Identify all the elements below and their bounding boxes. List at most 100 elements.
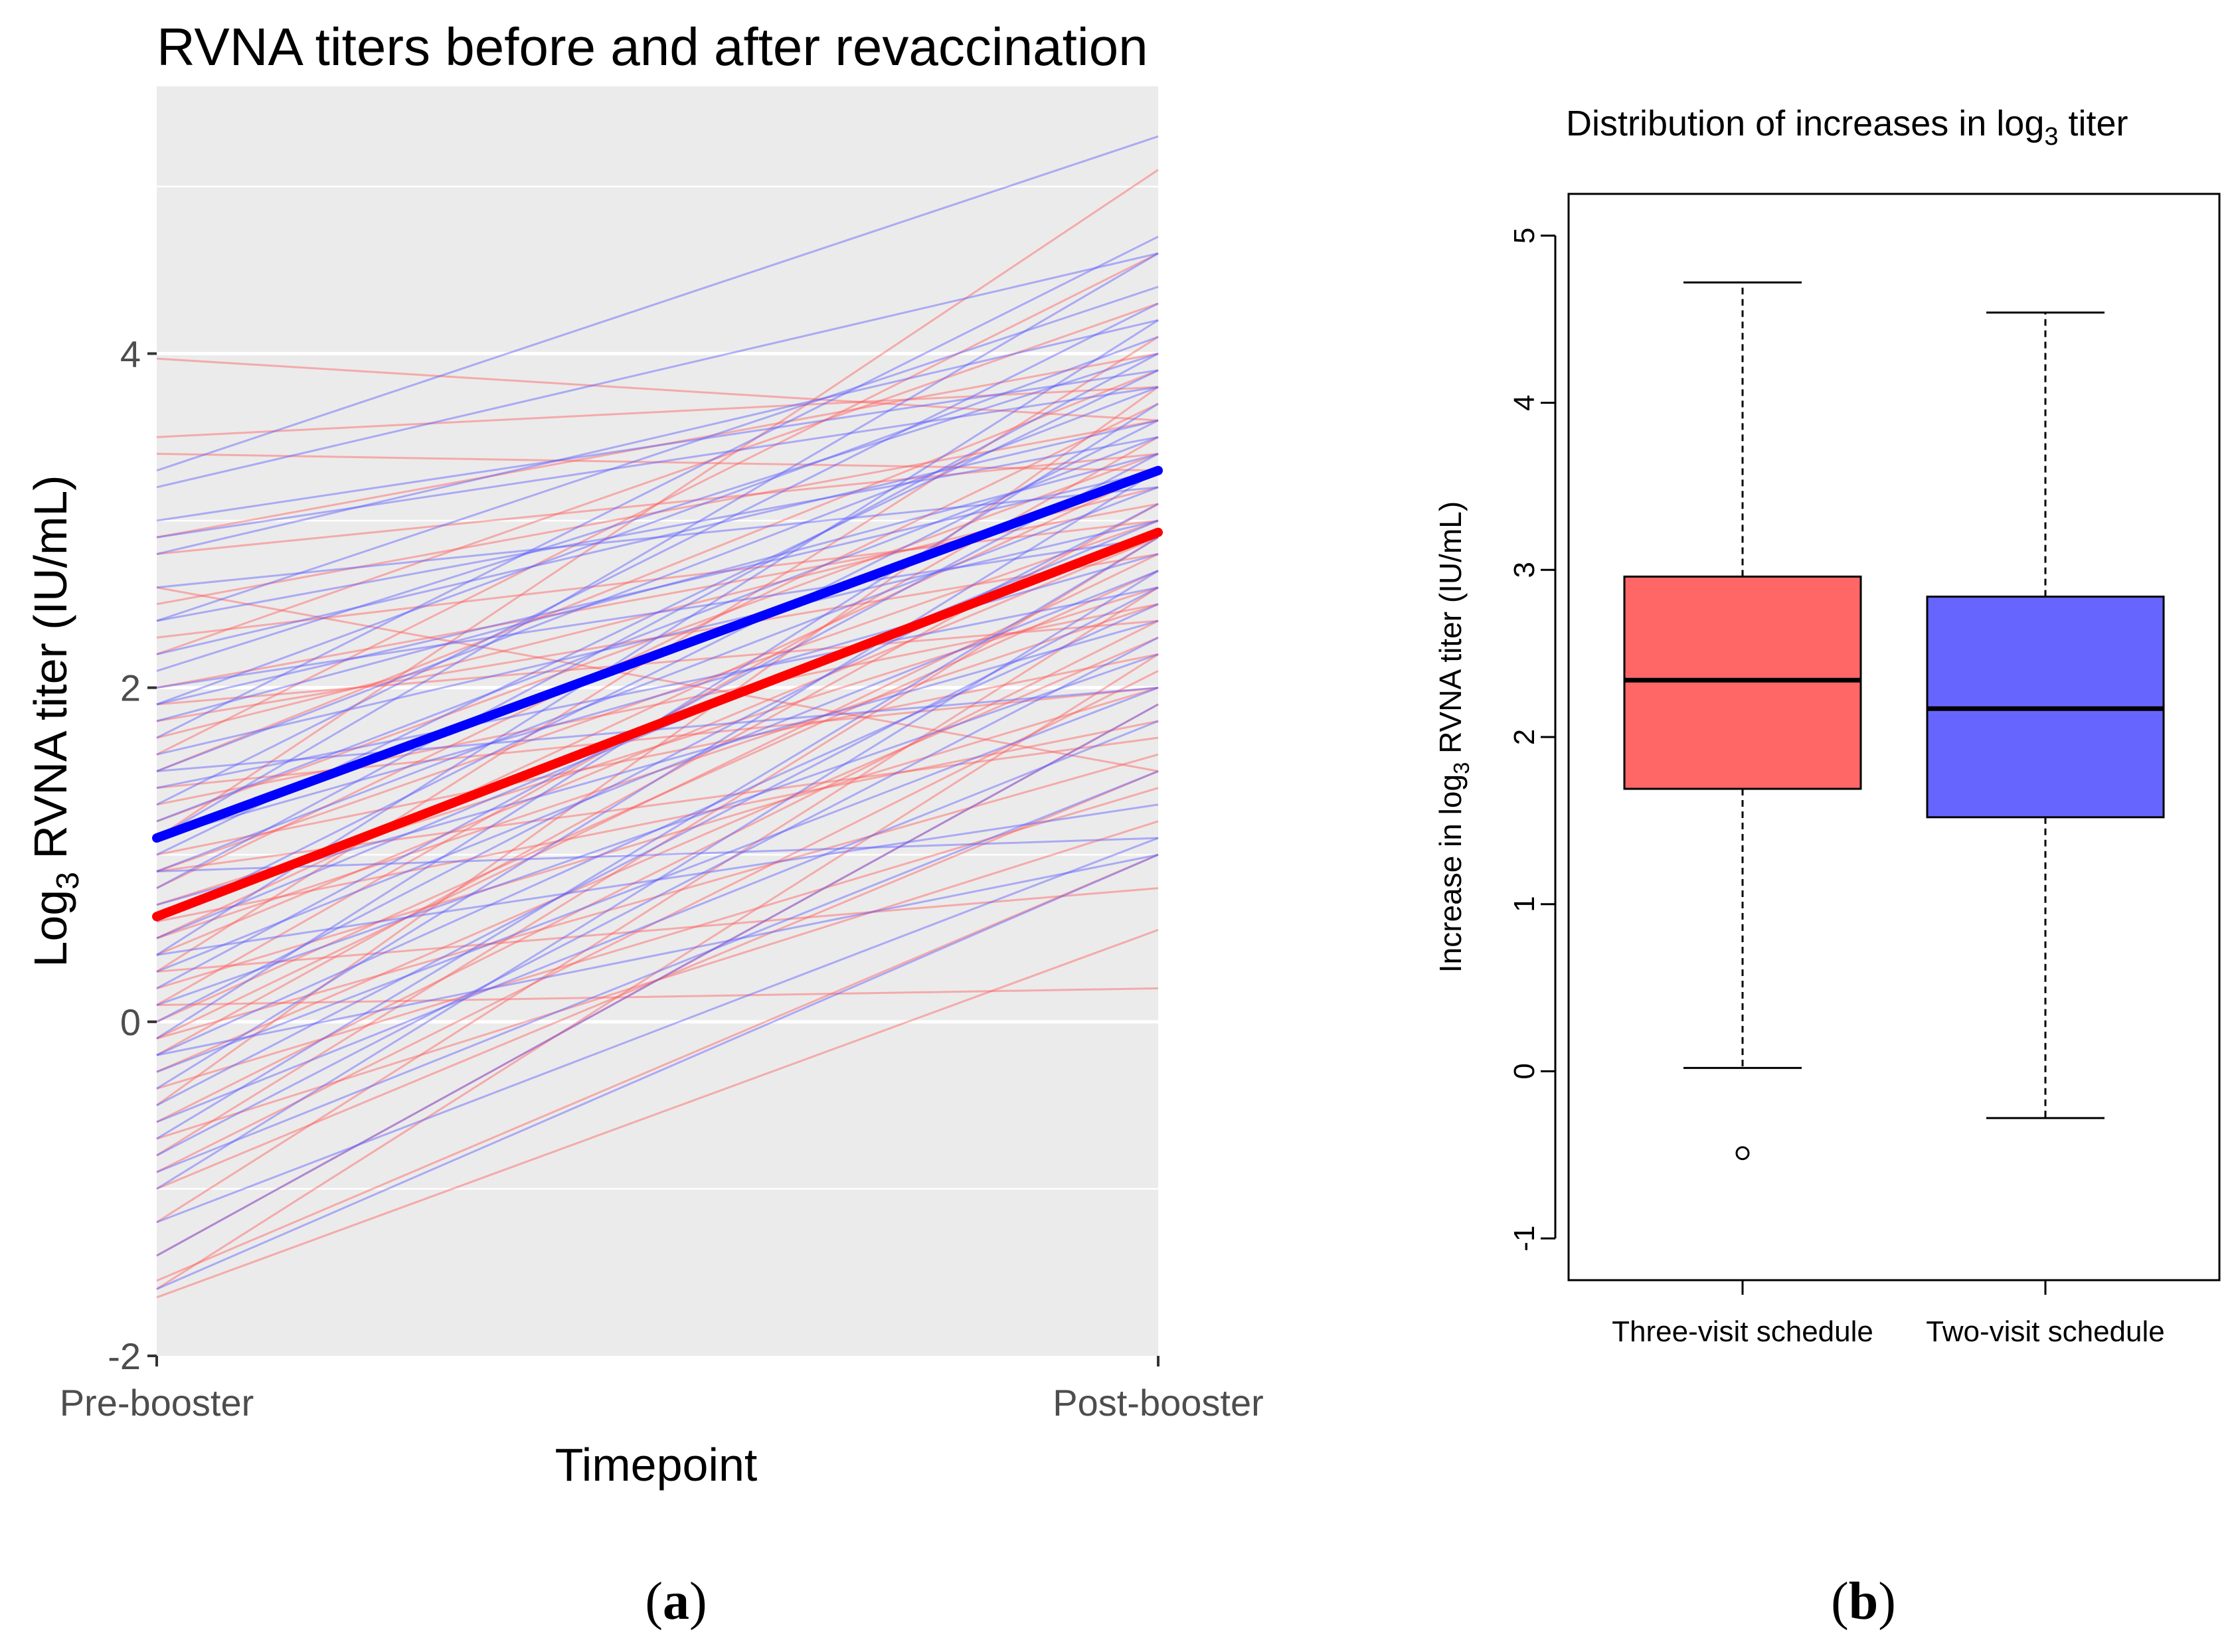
individual-line-blue xyxy=(156,453,1159,722)
individual-line-red xyxy=(156,536,1159,956)
individual-line-blue xyxy=(156,386,1159,538)
individual-line-blue xyxy=(156,853,1159,1056)
individual-line-red xyxy=(156,386,1159,1106)
individual-line-red xyxy=(156,620,1159,706)
individual-line-red xyxy=(156,452,1159,472)
individual-line-red xyxy=(156,687,1159,989)
individual-line-red xyxy=(156,603,1159,806)
individual-line-red xyxy=(156,853,1159,1282)
individual-line-red xyxy=(156,753,1159,1040)
individual-line-red xyxy=(156,570,1159,1023)
individual-line-blue xyxy=(156,486,1159,872)
individual-line-red xyxy=(156,887,1159,973)
individual-line-red xyxy=(156,252,1159,756)
box-two-visit xyxy=(1926,311,2165,1119)
panel-b-axes: -1 0 1 2 3 4 5 Three-visit schedule Two-visit sc… xyxy=(1508,228,2165,1348)
y-tick-label: -2 xyxy=(108,1335,141,1377)
individual-line-red xyxy=(156,519,1159,872)
individual-line-blue xyxy=(156,636,1159,1157)
individual-line-red xyxy=(156,402,1159,889)
individual-line-red xyxy=(156,687,1159,789)
individual-line-blue xyxy=(156,687,1159,1073)
mean-line-two-visit xyxy=(152,465,1163,843)
individual-line-red xyxy=(156,603,1159,940)
individual-line-blue xyxy=(156,319,1159,555)
x-tick-label: Two-visit schedule xyxy=(1926,1315,2164,1348)
individual-line-red xyxy=(156,553,1159,1040)
individual-line-blue xyxy=(156,236,1159,739)
individual-line-blue xyxy=(156,703,1159,1257)
panel-a-gridlines xyxy=(157,185,1158,1190)
panel-a-x-axis-title: Timepoint xyxy=(555,1439,758,1491)
individual-line-blue xyxy=(156,419,1159,655)
individual-line-red xyxy=(156,929,1159,1299)
individual-line-blue xyxy=(156,536,1159,1140)
individual-line-red xyxy=(156,419,1159,606)
individual-line-blue xyxy=(156,469,1159,1090)
individual-line-blue xyxy=(156,286,1159,622)
individual-line-red xyxy=(156,703,1159,1257)
individual-line-blue xyxy=(156,503,1159,1023)
individual-line-red xyxy=(156,820,1159,1140)
interquartile-box xyxy=(1623,575,1862,790)
individual-line-blue xyxy=(156,252,1159,489)
individual-line-blue xyxy=(156,486,1159,589)
individual-line-red xyxy=(156,302,1159,655)
individual-line-red xyxy=(156,653,1159,856)
individual-line-red xyxy=(156,519,1159,639)
mean-line-three-visit xyxy=(152,527,1163,922)
panel-label-a: (a) xyxy=(645,1572,707,1631)
y-tick-label: -1 xyxy=(1508,1226,1541,1252)
individual-line-red xyxy=(156,620,1159,1123)
individual-line-red xyxy=(156,357,1159,422)
individual-line-blue xyxy=(156,687,1159,772)
individual-line-blue xyxy=(156,803,1159,956)
individual-line-blue xyxy=(156,436,1159,622)
individual-line-blue xyxy=(156,536,1159,689)
individual-line-blue xyxy=(156,603,1159,1056)
panel-b-box-plot: Distribution of increases in log3 titer … xyxy=(1433,104,2221,1348)
individual-line-red xyxy=(156,586,1159,772)
individual-line-blue xyxy=(156,369,1159,522)
panel-b-y-axis-title: Increase in log3 RVNA titer (IU/mL) xyxy=(1433,501,1474,973)
individual-line-blue xyxy=(156,620,1159,906)
x-tick-label: Pre-booster xyxy=(60,1382,254,1424)
panel-a-mean-lines xyxy=(152,465,1163,922)
individual-line-red xyxy=(156,469,1159,940)
individual-line-blue xyxy=(156,570,1159,1190)
individual-line-blue xyxy=(156,353,1159,672)
y-tick-label: 2 xyxy=(120,667,141,709)
individual-line-blue xyxy=(156,720,1159,1123)
y-tick-label: 0 xyxy=(1508,1063,1541,1079)
box-three-visit xyxy=(1623,281,1862,1161)
panel-a-y-axis-title: Log3 RVNA titer (IU/mL) xyxy=(25,475,86,967)
individual-line-red xyxy=(156,453,1159,823)
individual-line-blue xyxy=(156,586,1159,789)
individual-line-blue xyxy=(156,252,1159,839)
individual-line-blue xyxy=(156,837,1159,872)
y-tick-label: 5 xyxy=(1508,228,1541,244)
individual-line-blue xyxy=(156,653,1159,1007)
individual-line-blue xyxy=(156,469,1159,706)
individual-line-blue xyxy=(156,386,1159,772)
panel-a-line-chart: RVNA titers before and after revaccinati… xyxy=(25,17,1264,1491)
individual-line-red xyxy=(156,452,1159,555)
panel-a-axes: -2 0 2 4 Pre-booster Post-booster xyxy=(60,333,1264,1424)
individual-line-red xyxy=(156,653,1159,1290)
individual-line-red xyxy=(156,353,1159,538)
individual-line-red xyxy=(156,552,1159,722)
individual-line-blue xyxy=(156,335,1159,706)
panel-label-b: (b) xyxy=(1831,1572,1896,1631)
y-tick-label: 0 xyxy=(120,1001,141,1043)
y-tick-label: 2 xyxy=(1508,729,1541,745)
individual-line-blue xyxy=(156,770,1159,1173)
individual-line-blue xyxy=(156,853,1159,1290)
individual-line-red xyxy=(156,787,1159,1090)
panel-b-title: Distribution of increases in log3 titer xyxy=(1566,104,2128,151)
panel-a-title: RVNA titers before and after revaccinati… xyxy=(157,17,1148,76)
individual-line-red xyxy=(156,670,1159,1173)
individual-line-red xyxy=(156,770,1159,1190)
individual-line-red xyxy=(156,369,1159,772)
individual-line-blue xyxy=(156,837,1159,1224)
